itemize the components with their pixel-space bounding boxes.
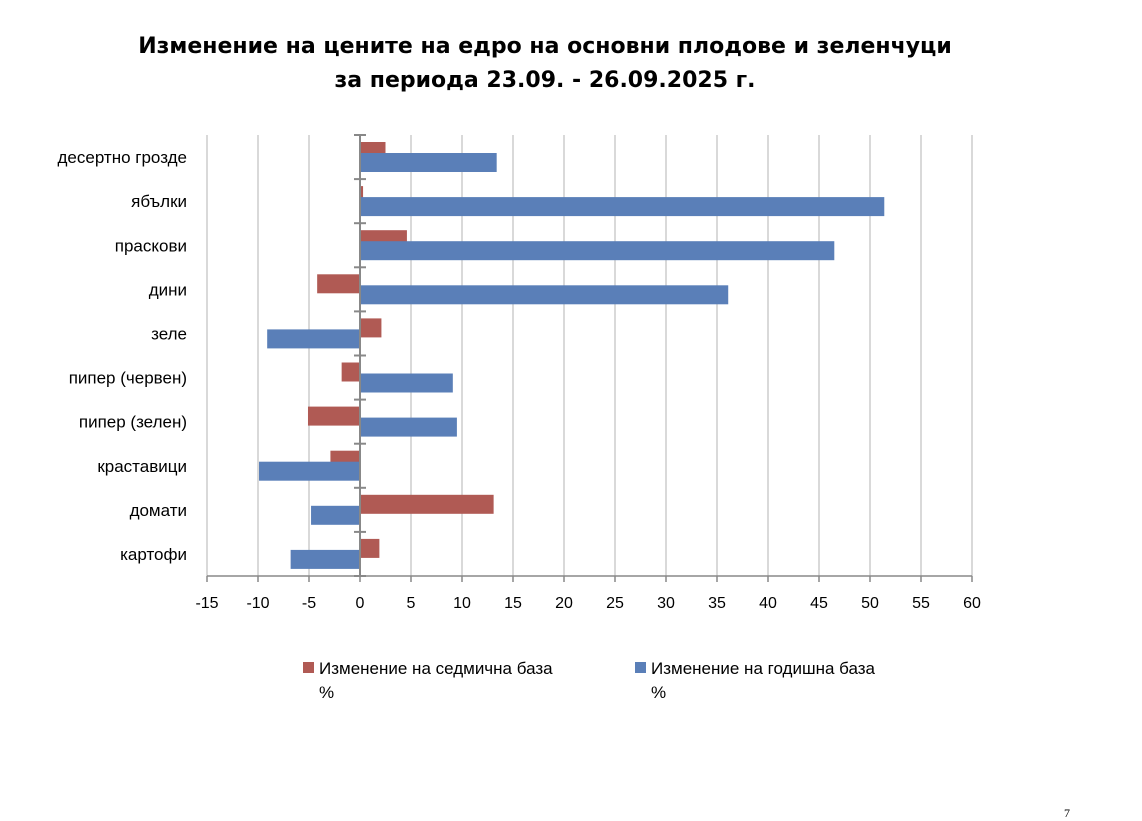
bar-yearly	[360, 417, 457, 437]
bar-weekly	[360, 538, 380, 558]
bar-yearly	[259, 461, 360, 481]
category-label: зеле	[151, 324, 187, 343]
bar-weekly	[317, 274, 360, 294]
x-tick-label: 55	[912, 595, 930, 612]
category-label: краставици	[97, 457, 187, 476]
page-number: 7	[1064, 806, 1070, 820]
bar-weekly	[360, 494, 494, 514]
bar-yearly	[311, 505, 360, 525]
legend-unit-yearly: %	[651, 683, 667, 702]
legend-unit-weekly: %	[319, 683, 335, 702]
bar-weekly	[360, 186, 364, 206]
bar-weekly	[360, 318, 382, 338]
bar-yearly	[290, 549, 360, 569]
x-tick-label: 10	[453, 595, 471, 612]
category-label: десертно грозде	[58, 148, 187, 167]
category-label: дини	[149, 280, 187, 299]
chart-title: Изменение на цените на едро на основни п…	[0, 30, 1090, 98]
category-label: пипер (зелен)	[79, 413, 187, 432]
bar-yearly	[360, 197, 885, 217]
x-tick-label: 20	[555, 595, 573, 612]
chart-title-line1: Изменение на цените на едро на основни п…	[138, 34, 952, 59]
category-label: ябълки	[131, 192, 187, 211]
category-label: домати	[130, 501, 187, 520]
x-tick-label: 50	[861, 595, 879, 612]
x-tick-label: -15	[195, 595, 218, 612]
x-tick-label: 30	[657, 595, 675, 612]
x-tick-label: 45	[810, 595, 828, 612]
x-tick-label: -5	[302, 595, 316, 612]
bar-yearly	[360, 153, 497, 172]
category-label: праскови	[115, 236, 187, 255]
bar-weekly	[341, 362, 360, 382]
category-label: пипер (червен)	[69, 369, 187, 388]
x-tick-label: 25	[606, 595, 624, 612]
legend-item-weekly: Изменение на седмична база %	[303, 657, 553, 705]
legend-label-yearly: Изменение на годишна база	[651, 659, 876, 678]
x-tick-label: 5	[407, 595, 416, 612]
x-tick-label: 35	[708, 595, 726, 612]
bar-yearly	[267, 329, 360, 349]
legend-label-weekly: Изменение на седмична база	[319, 659, 553, 678]
bar-yearly	[360, 241, 835, 261]
x-tick-label: 0	[356, 595, 365, 612]
bar-yearly	[360, 285, 729, 305]
x-tick-label: 40	[759, 595, 777, 612]
category-label: картофи	[120, 545, 187, 564]
chart-subtitle: за периода 23.09. - 26.09.2025 г.	[334, 68, 756, 93]
legend-swatch-yearly	[635, 662, 646, 673]
legend-swatch-weekly	[303, 662, 314, 673]
x-tick-label: -10	[246, 595, 269, 612]
bar-weekly	[307, 406, 360, 426]
x-tick-label: 60	[963, 595, 981, 612]
legend-item-yearly: Изменение на годишна база %	[635, 657, 875, 705]
bar-yearly	[360, 373, 453, 393]
x-tick-label: 15	[504, 595, 522, 612]
